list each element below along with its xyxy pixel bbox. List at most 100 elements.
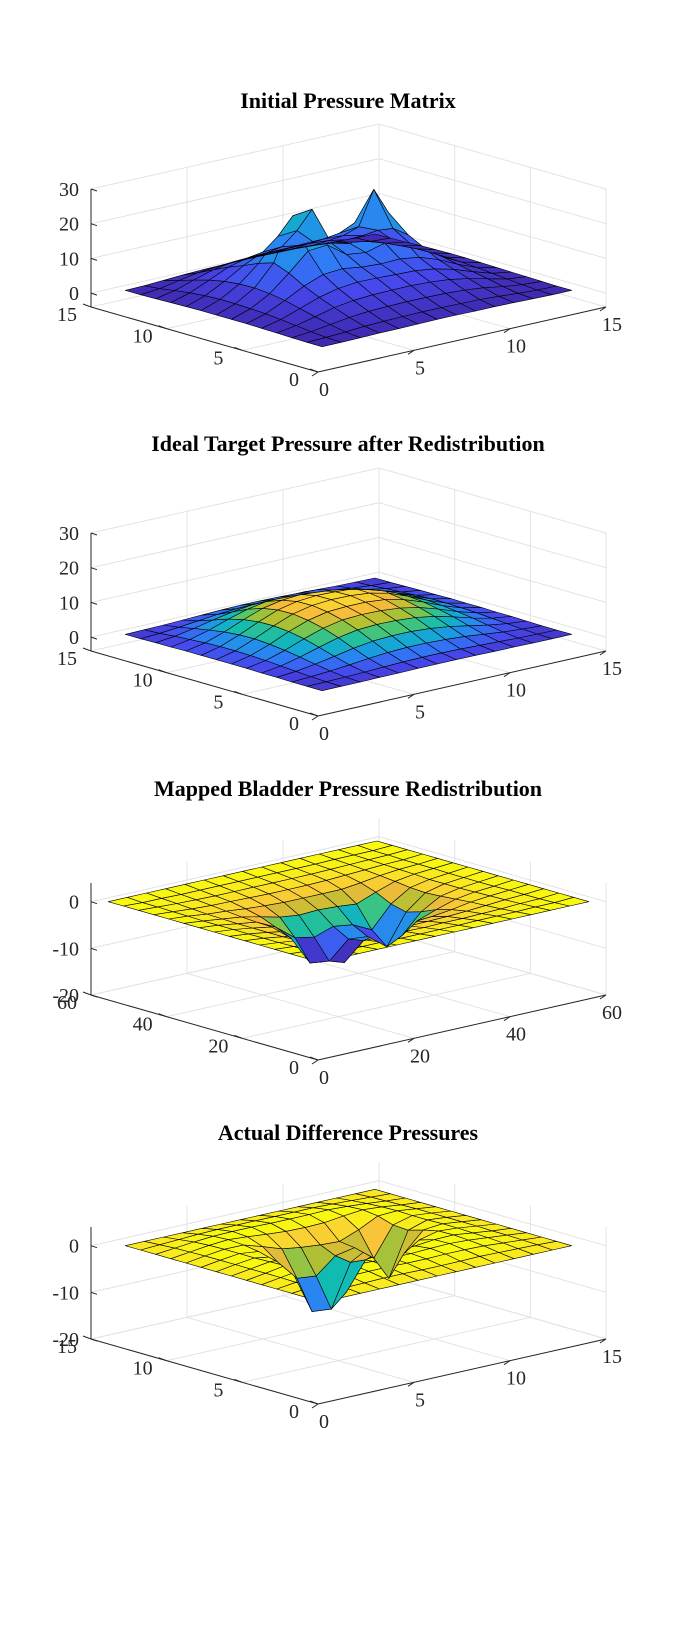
x-tick-mark <box>311 371 319 377</box>
z-tick-mark <box>90 636 98 640</box>
y-tick-label: 5 <box>213 347 223 369</box>
y-tick-mark <box>82 303 92 308</box>
y-tick-mark <box>234 1034 243 1039</box>
surface <box>107 840 590 964</box>
x-tick-label: 15 <box>602 658 622 680</box>
x-tick-mark <box>599 994 607 1000</box>
x-tick-mark <box>503 672 511 678</box>
x-tick-mark <box>503 1016 511 1022</box>
x-tick-label: 0 <box>319 379 329 401</box>
y-tick-mark <box>158 669 167 674</box>
y-tick-mark <box>158 325 167 330</box>
x-tick-mark <box>311 1059 319 1065</box>
y-tick-label: 0 <box>289 369 299 391</box>
z-tick-mark <box>90 1291 98 1295</box>
z-tick-label: 0 <box>69 1236 79 1258</box>
x-tick-mark <box>407 693 415 699</box>
x-tick-mark <box>599 1338 607 1344</box>
y-tick-mark <box>234 1378 243 1383</box>
surface-face <box>355 1189 391 1198</box>
z-tick-mark <box>90 901 98 905</box>
surface-face <box>357 840 393 851</box>
z-tick-mark <box>90 947 98 951</box>
x-tick-label: 10 <box>506 1368 526 1390</box>
y-axis-line <box>90 1338 319 1405</box>
floor-grid-line <box>166 1295 455 1362</box>
x-tick-label: 0 <box>319 1411 329 1433</box>
y-tick-mark <box>234 690 243 695</box>
wall-grid-line <box>90 123 607 190</box>
z-tick-mark <box>90 292 98 296</box>
x-tick-label: 5 <box>415 1389 425 1411</box>
floor-grid-line <box>186 1316 415 1383</box>
x-tick-mark <box>311 715 319 721</box>
z-tick-label: -20 <box>52 985 79 1007</box>
surface <box>125 1189 573 1312</box>
y-tick-mark <box>82 647 92 652</box>
y-tick-label: 10 <box>133 670 153 692</box>
y-tick-label: 15 <box>57 648 77 670</box>
x-tick-mark <box>503 328 511 334</box>
wall-grid-line <box>90 467 607 534</box>
x-axis-line <box>317 306 607 373</box>
y-tick-label: 40 <box>133 1014 153 1036</box>
y-tick-label: 0 <box>289 713 299 735</box>
x-tick-label: 40 <box>506 1024 526 1046</box>
z-tick-mark <box>90 257 98 261</box>
z-tick-label: 20 <box>59 558 79 580</box>
x-axis-line <box>317 994 607 1061</box>
z-tick-mark <box>90 223 98 227</box>
y-tick-label: 60 <box>57 992 77 1014</box>
y-tick-label: 20 <box>208 1035 228 1057</box>
y-tick-label: 15 <box>57 1336 77 1358</box>
z-tick-label: 30 <box>59 523 79 545</box>
wall-grid-line <box>90 158 607 225</box>
x-tick-label: 0 <box>319 723 329 745</box>
x-tick-label: 10 <box>506 336 526 358</box>
x-tick-mark <box>599 306 607 312</box>
x-axis-line <box>317 1338 607 1405</box>
chart-title: Mapped Bladder Pressure Redistribution <box>154 776 542 801</box>
surface <box>125 577 573 692</box>
x-tick-label: 0 <box>319 1067 329 1089</box>
z-tick-label: -10 <box>52 1282 79 1304</box>
z-tick-label: 10 <box>59 592 79 614</box>
y-axis-line <box>90 994 319 1061</box>
y-tick-mark <box>309 712 319 717</box>
x-tick-label: 20 <box>410 1045 430 1067</box>
y-tick-label: 15 <box>57 304 77 326</box>
x-tick-mark <box>407 349 415 355</box>
z-tick-label: -20 <box>52 1329 79 1351</box>
y-tick-mark <box>309 368 319 373</box>
floor-grid-line <box>166 951 455 1018</box>
floor-grid-line <box>282 951 511 1018</box>
y-tick-mark <box>82 991 92 996</box>
wall-grid-line <box>90 192 607 259</box>
x-tick-label: 5 <box>415 701 425 723</box>
z-tick-mark <box>90 1338 98 1342</box>
z-tick-label: 0 <box>69 627 79 649</box>
chart-title: Ideal Target Pressure after Redistributi… <box>151 431 545 456</box>
surface <box>125 189 573 348</box>
y-tick-label: 5 <box>213 1379 223 1401</box>
x-tick-label: 15 <box>602 314 622 336</box>
wall-grid-line <box>90 536 607 603</box>
chart-title: Actual Difference Pressures <box>218 1120 479 1145</box>
z-tick-mark <box>90 1245 98 1249</box>
z-tick-mark <box>90 567 98 571</box>
x-tick-label: 60 <box>602 1002 622 1024</box>
z-tick-label: 20 <box>59 214 79 236</box>
y-tick-mark <box>309 1400 319 1405</box>
x-tick-label: 15 <box>602 1346 622 1368</box>
y-tick-mark <box>82 1335 92 1340</box>
wall-grid-line <box>90 571 607 638</box>
x-tick-mark <box>503 1360 511 1366</box>
y-tick-label: 10 <box>133 326 153 348</box>
